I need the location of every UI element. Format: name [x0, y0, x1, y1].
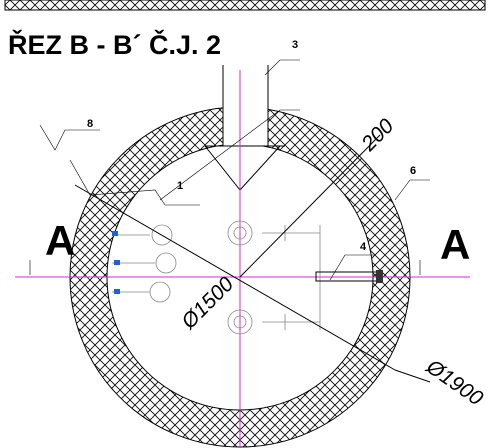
section-mark: A: [45, 217, 75, 264]
callout: 4: [360, 241, 367, 253]
callout: 8: [87, 118, 93, 130]
section-mark: A: [440, 221, 470, 268]
dimension: 200: [357, 114, 399, 156]
callout: 6: [410, 165, 416, 177]
dimension: Ø1900: [421, 355, 487, 411]
title: ŘEZ B - B´ Č.J. 2: [8, 29, 221, 60]
dimension: Ø1500: [177, 272, 239, 334]
callout: 3: [292, 39, 298, 51]
drawing: ŘEZ B - B´ Č.J. 2 8 3 1 6 4 A A 200 Ø150…: [0, 0, 496, 448]
callout: 1: [177, 180, 183, 192]
top-strip: [5, 0, 485, 10]
